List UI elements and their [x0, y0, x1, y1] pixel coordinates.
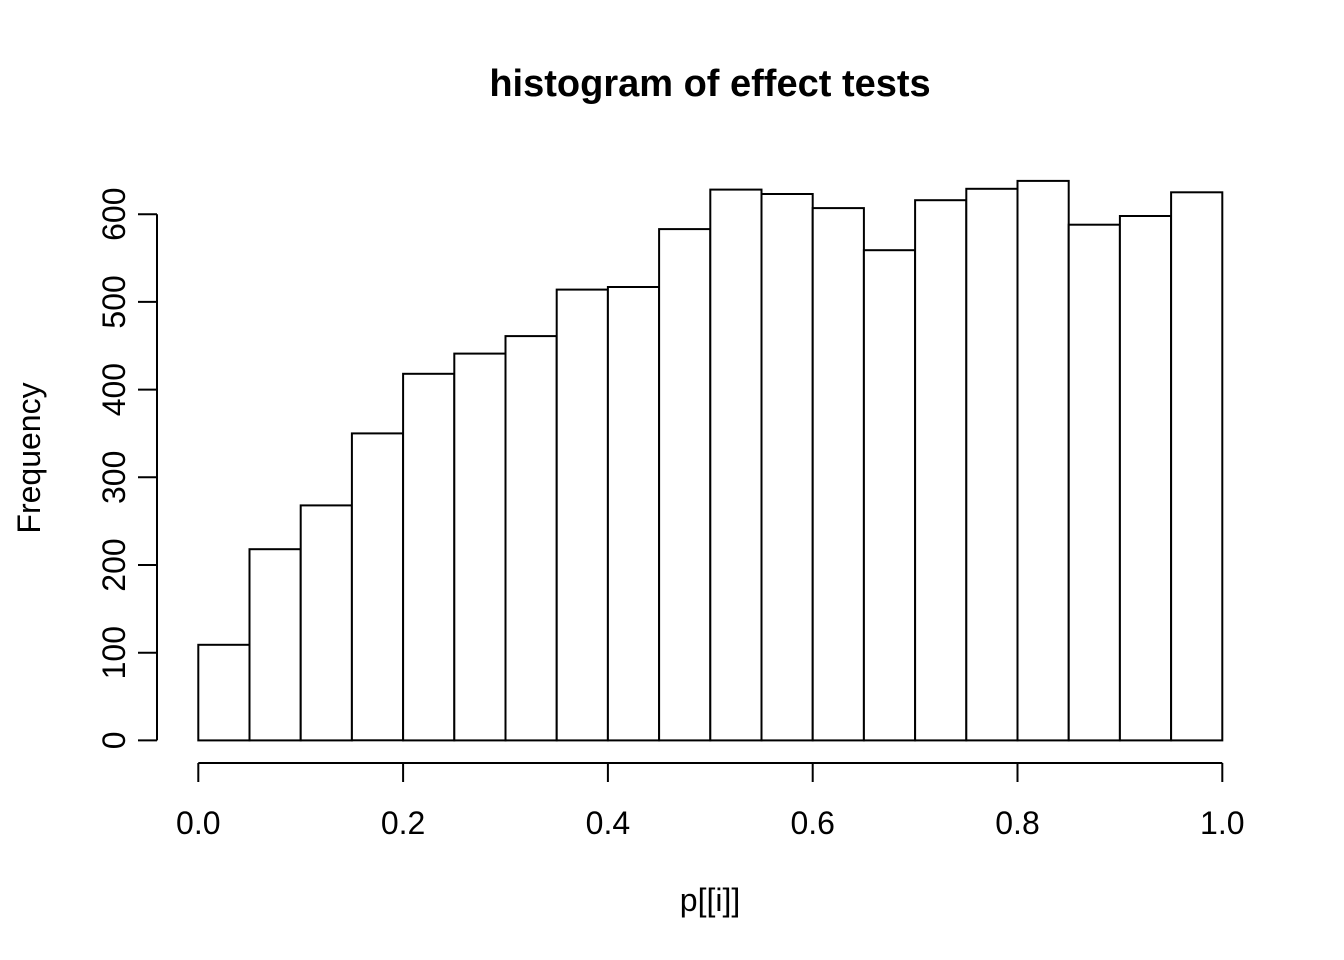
x-axis-label: p[[i]]: [680, 882, 740, 918]
x-tick-label: 0.0: [176, 805, 220, 841]
histogram-bar: [197, 643, 251, 742]
histogram-bar: [1118, 215, 1173, 742]
bars-group: [197, 179, 1224, 742]
histogram-bar: [504, 335, 558, 742]
histogram-bar: [1067, 223, 1121, 742]
y-tick-label: 600: [96, 188, 132, 241]
y-tick-label: 100: [96, 626, 132, 679]
x-tick-label: 0.4: [586, 805, 630, 841]
x-tick-label: 0.2: [381, 805, 425, 841]
histogram-bar: [658, 228, 712, 742]
y-tick-label: 300: [96, 451, 132, 504]
axes-group: 0 100 200 300 400 500 600 0.0 0.2 0.4 0.6 0.8 1.0: [96, 188, 1245, 841]
histogram-bar: [350, 432, 405, 742]
histogram-bar: [453, 352, 507, 742]
histogram-bar: [606, 286, 661, 742]
histogram-bar: [965, 187, 1019, 742]
y-tick-label: 500: [96, 275, 132, 328]
histogram-bar: [402, 372, 456, 742]
y-tick-label: 200: [96, 538, 132, 591]
y-axis-label: Frequency: [11, 382, 47, 533]
histogram-bar: [248, 548, 302, 742]
y-tick-label: 0: [96, 732, 132, 750]
histogram-bar: [299, 504, 353, 742]
histogram-bar: [811, 207, 865, 742]
histogram-bar: [914, 199, 968, 742]
x-tick-label: 0.6: [790, 805, 834, 841]
histogram-bar: [1016, 179, 1070, 742]
y-tick-label: 400: [96, 363, 132, 416]
x-tick-label: 0.8: [995, 805, 1039, 841]
histogram-bar: [1170, 191, 1224, 742]
histogram-bar: [555, 288, 609, 742]
histogram-bar: [862, 249, 917, 742]
histogram-bar: [709, 188, 763, 742]
histogram-bar: [760, 193, 814, 742]
x-tick-label: 1.0: [1200, 805, 1244, 841]
chart-title: histogram of effect tests: [489, 63, 930, 105]
